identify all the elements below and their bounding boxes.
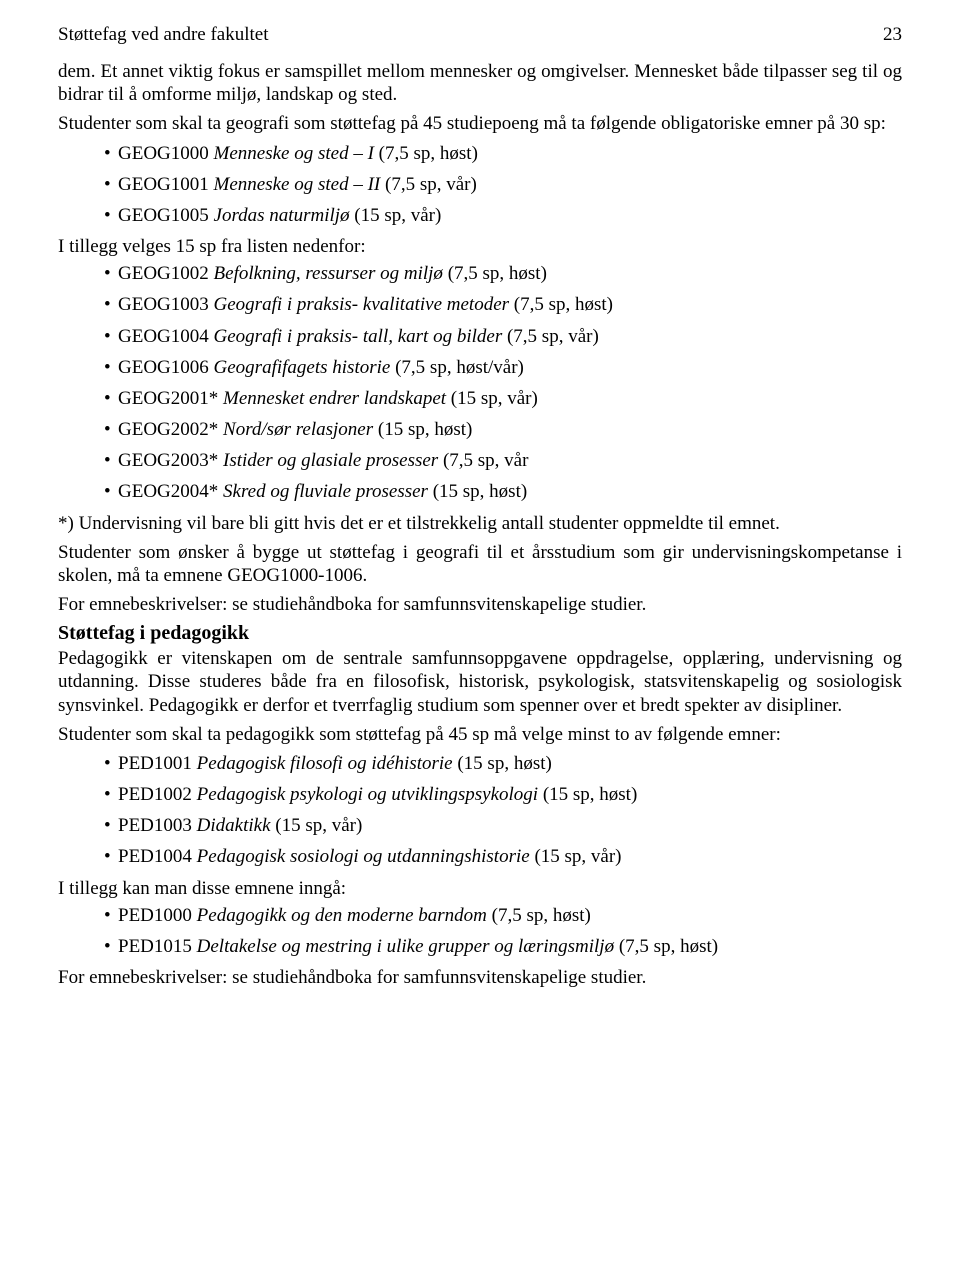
list-item: GEOG2003* Istider og glasiale prosesser … (104, 449, 902, 472)
list-item: GEOG2001* Mennesket endrer landskapet (1… (104, 387, 902, 410)
geo-mandatory-intro: Studenter som skal ta geografi som støtt… (58, 112, 902, 135)
page-header: Støttefag ved andre fakultet 23 (58, 24, 902, 46)
course-code: GEOG2002* (118, 419, 218, 440)
course-code: PED1000 (118, 905, 192, 926)
ped-extra-intro: I tillegg kan man disse emnene inngå: (58, 877, 902, 900)
course-name: Geografifagets historie (214, 357, 391, 378)
list-item: GEOG1002 Befolkning, ressurser og miljø … (104, 262, 902, 285)
course-name: Skred og fluviale prosesser (223, 481, 428, 502)
course-code: GEOG2004* (118, 481, 218, 502)
course-suffix: (15 sp, vår) (354, 205, 441, 226)
course-code: PED1004 (118, 846, 192, 867)
geo-note-1: Studenter som ønsker å bygge ut støttefa… (58, 541, 902, 587)
course-suffix: (7,5 sp, høst) (448, 263, 547, 284)
course-code: GEOG1003 (118, 294, 209, 315)
course-suffix: (7,5 sp, høst/vår) (395, 357, 524, 378)
geo-footnote: *) Undervisning vil bare bli gitt hvis d… (58, 512, 902, 535)
course-suffix: (15 sp, høst) (433, 481, 527, 502)
list-item: PED1004 Pedagogisk sosiologi og utdannin… (104, 845, 902, 868)
course-code: PED1001 (118, 753, 192, 774)
course-name: Befolkning, ressurser og miljø (214, 263, 443, 284)
course-name: Mennesket endrer landskapet (223, 388, 446, 409)
course-name: Istider og glasiale prosesser (223, 450, 438, 471)
course-suffix: (15 sp, vår) (534, 846, 621, 867)
list-item: PED1001 Pedagogisk filosofi og idéhistor… (104, 752, 902, 775)
course-code: GEOG1005 (118, 205, 209, 226)
course-name: Geografi i praksis- kvalitative metoder (214, 294, 510, 315)
course-suffix: (15 sp, høst) (457, 753, 551, 774)
course-name: Pedagogisk filosofi og idéhistorie (197, 753, 453, 774)
course-suffix: (15 sp, høst) (543, 784, 637, 805)
course-code: PED1015 (118, 936, 192, 957)
course-code: GEOG1000 (118, 143, 209, 164)
course-name: Jordas naturmiljø (214, 205, 350, 226)
ped-note: For emnebeskrivelser: se studiehåndboka … (58, 966, 902, 989)
list-item: GEOG1006 Geografifagets historie (7,5 sp… (104, 356, 902, 379)
page: Støttefag ved andre fakultet 23 dem. Et … (0, 0, 960, 1271)
list-item: PED1002 Pedagogisk psykologi og utviklin… (104, 783, 902, 806)
geo-elective-intro: I tillegg velges 15 sp fra listen nedenf… (58, 235, 902, 258)
course-suffix: (7,5 sp, høst) (619, 936, 718, 957)
intro-paragraph: dem. Et annet viktig fokus er samspillet… (58, 60, 902, 106)
course-code: GEOG1006 (118, 357, 209, 378)
ped-req-intro: Studenter som skal ta pedagogikk som stø… (58, 723, 902, 746)
ped-section-title: Støttefag i pedagogikk (58, 622, 902, 645)
list-item: PED1003 Didaktikk (15 sp, vår) (104, 814, 902, 837)
list-item: GEOG2002* Nord/sør relasjoner (15 sp, hø… (104, 418, 902, 441)
course-suffix: (7,5 sp, vår) (385, 174, 477, 195)
geo-note-2: For emnebeskrivelser: se studiehåndboka … (58, 593, 902, 616)
course-name: Nord/sør relasjoner (223, 419, 373, 440)
course-code: GEOG2001* (118, 388, 218, 409)
course-name: Menneske og sted – I (214, 143, 374, 164)
list-item: GEOG1005 Jordas naturmiljø (15 sp, vår) (104, 204, 902, 227)
list-item: GEOG1003 Geografi i praksis- kvalitative… (104, 293, 902, 316)
list-item: GEOG2004* Skred og fluviale prosesser (1… (104, 480, 902, 503)
geo-mandatory-list: GEOG1000 Menneske og sted – I (7,5 sp, h… (58, 142, 902, 228)
course-suffix: (7,5 sp, vår) (507, 326, 599, 347)
course-name: Pedagogisk psykologi og utviklingspsykol… (197, 784, 538, 805)
list-item: PED1000 Pedagogikk og den moderne barndo… (104, 904, 902, 927)
course-name: Menneske og sted – II (214, 174, 381, 195)
list-item: GEOG1004 Geografi i praksis- tall, kart … (104, 325, 902, 348)
course-code: PED1003 (118, 815, 192, 836)
course-name: Deltakelse og mestring i ulike grupper o… (197, 936, 614, 957)
course-suffix: (7,5 sp, vår (443, 450, 528, 471)
list-item: GEOG1000 Menneske og sted – I (7,5 sp, h… (104, 142, 902, 165)
course-name: Geografi i praksis- tall, kart og bilder (214, 326, 503, 347)
list-item: PED1015 Deltakelse og mestring i ulike g… (104, 935, 902, 958)
course-name: Pedagogikk og den moderne barndom (197, 905, 487, 926)
course-code: GEOG1004 (118, 326, 209, 347)
course-code: GEOG1002 (118, 263, 209, 284)
ped-mandatory-list: PED1001 Pedagogisk filosofi og idéhistor… (58, 752, 902, 869)
course-suffix: (7,5 sp, høst) (514, 294, 613, 315)
course-suffix: (15 sp, vår) (275, 815, 362, 836)
geo-elective-list: GEOG1002 Befolkning, ressurser og miljø … (58, 262, 902, 503)
header-page-number: 23 (883, 24, 902, 46)
course-name: Didaktikk (197, 815, 271, 836)
header-title: Støttefag ved andre fakultet (58, 24, 269, 45)
course-name: Pedagogisk sosiologi og utdanningshistor… (197, 846, 530, 867)
course-code: PED1002 (118, 784, 192, 805)
course-code: GEOG1001 (118, 174, 209, 195)
ped-extra-list: PED1000 Pedagogikk og den moderne barndo… (58, 904, 902, 958)
course-suffix: (15 sp, høst) (378, 419, 472, 440)
list-item: GEOG1001 Menneske og sted – II (7,5 sp, … (104, 173, 902, 196)
course-suffix: (7,5 sp, høst) (492, 905, 591, 926)
course-code: GEOG2003* (118, 450, 218, 471)
course-suffix: (15 sp, vår) (451, 388, 538, 409)
course-suffix: (7,5 sp, høst) (379, 143, 478, 164)
ped-intro-paragraph: Pedagogikk er vitenskapen om de sentrale… (58, 647, 902, 717)
